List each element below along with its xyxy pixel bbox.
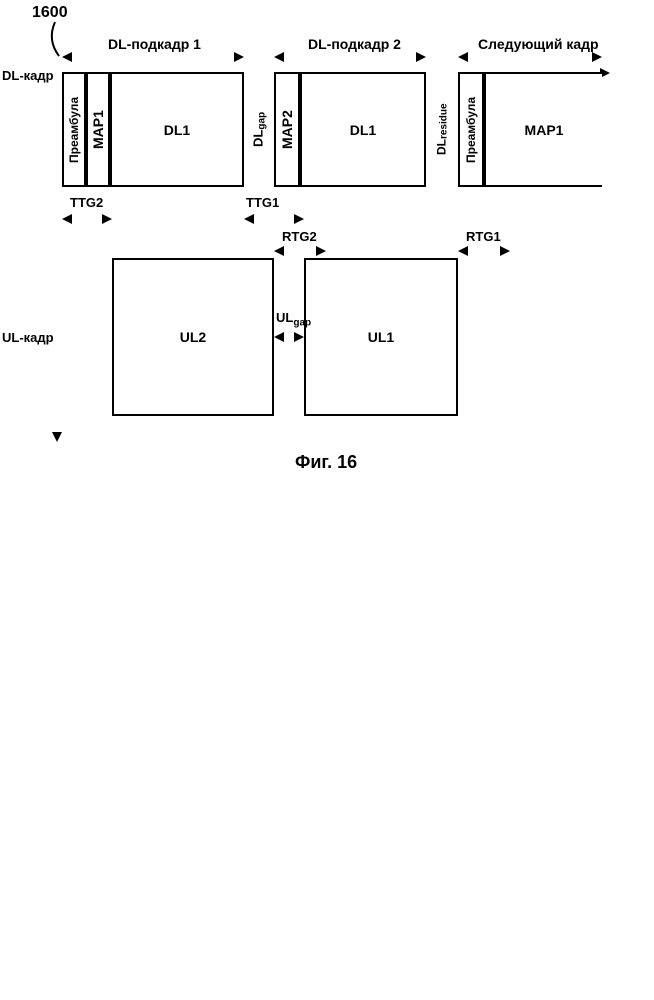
arrow-icon [592,52,602,62]
arrow-icon [62,214,72,224]
map2-box: MAP2 [274,72,300,187]
header-dl-subframe1: DL-подкадр 1 [108,36,201,52]
preamble2-box: Преамбула [458,72,484,187]
arrow-icon [244,214,254,224]
map1-box: MAP1 [86,72,110,187]
tick [0,548,2,588]
tick [0,734,2,764]
arrow-icon [294,214,304,224]
arrow-icon [52,432,62,442]
tick [0,672,2,702]
dl-residue-label: DLresidue [434,104,449,156]
arrow-icon [294,332,304,342]
figure-caption: Фиг. 16 [295,452,357,473]
dl-gap-label: DLgap [251,112,268,147]
tick [0,128,2,223]
ul-frame-label: UL-кадр [2,330,54,345]
rtg2-label: RTG2 [282,229,317,244]
rtg1-label: RTG1 [466,229,501,244]
span-line [0,670,60,672]
tick [0,702,2,732]
tick [0,764,2,794]
dl1-a-box: DL1 [110,72,244,187]
tick [0,100,2,124]
arrow-icon [500,246,510,256]
span-line [0,24,182,26]
preamble1-box: Преамбула [62,72,86,187]
span-line [0,794,52,796]
span-line [0,588,50,590]
arrow-icon [416,52,426,62]
tick [0,630,2,670]
ul1-box: UL1 [304,258,458,416]
span-line [0,732,52,734]
ttg2-label: TTG2 [70,195,103,210]
dl1-b-box: DL1 [300,72,426,187]
header-next-frame: Следующий кадр [478,36,599,52]
dl-frame-label: DL-кадр [2,68,54,83]
arrow-icon [102,214,112,224]
map1-b-box: MAP1 [484,72,602,187]
arrow-icon [458,52,468,62]
tick [0,0,2,24]
tick [0,590,2,630]
dl-residue-box: DLresidue [426,74,458,185]
tick [0,508,2,548]
tick [0,26,2,50]
arrow-icon [62,52,72,62]
figure-container: 1600 DL-подкадр 1 DL-подкадр 2 Следующий… [0,0,654,500]
arrow-icon [274,52,284,62]
tick [0,413,2,508]
ul2-box: UL2 [112,258,274,416]
span-line [0,844,30,846]
tick [0,796,2,820]
arrow-icon [274,332,284,342]
header-dl-subframe2: DL-подкадр 2 [308,36,401,52]
tick [0,820,2,844]
dl-gap-box: DLgap [244,74,274,185]
tick [0,223,2,318]
arrow-icon [316,246,326,256]
ttg1-label: TTG1 [246,195,279,210]
arrow-icon [234,52,244,62]
arrow-icon [274,246,284,256]
ul-gap-label: ULgap [276,310,311,329]
arrow-icon [458,246,468,256]
vertical-axis [0,846,2,1000]
